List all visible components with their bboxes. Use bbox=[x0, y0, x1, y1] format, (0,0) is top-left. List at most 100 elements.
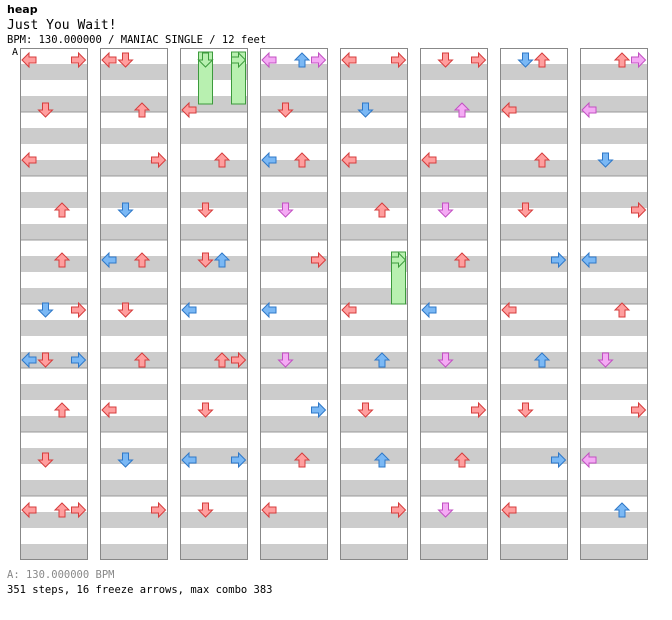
beat-stripe bbox=[260, 224, 328, 240]
right-arrow-icon bbox=[631, 51, 647, 69]
beat-stripe bbox=[100, 224, 168, 240]
down-arrow-icon bbox=[437, 502, 454, 518]
down-arrow-icon bbox=[117, 52, 134, 68]
left-arrow-icon bbox=[21, 151, 37, 169]
down-arrow-icon bbox=[277, 102, 294, 118]
down-arrow-icon bbox=[517, 202, 534, 218]
right-arrow-icon bbox=[71, 301, 87, 319]
up-arrow-icon bbox=[533, 52, 551, 68]
down-arrow-icon bbox=[197, 502, 214, 518]
left-arrow-icon bbox=[21, 51, 37, 69]
beat-stripe bbox=[340, 384, 408, 400]
down-arrow-icon bbox=[37, 452, 54, 468]
up-arrow-icon bbox=[213, 252, 231, 268]
left-arrow-icon bbox=[501, 101, 517, 119]
beat-stripe bbox=[580, 480, 648, 496]
beat-stripe bbox=[340, 352, 408, 368]
beat-stripe bbox=[180, 544, 248, 560]
left-arrow-icon bbox=[341, 51, 357, 69]
beat-stripe bbox=[260, 512, 328, 528]
column-border bbox=[500, 48, 568, 560]
beat-stripe bbox=[100, 448, 168, 464]
song-title: Just You Wait! bbox=[7, 18, 117, 33]
freeze-arrow bbox=[231, 51, 246, 105]
beat-stripe bbox=[180, 288, 248, 304]
beat-stripe bbox=[580, 448, 648, 464]
beat-stripe bbox=[420, 480, 488, 496]
beat-stripe bbox=[100, 160, 168, 176]
right-arrow-icon bbox=[391, 251, 407, 269]
beat-stripe bbox=[340, 224, 408, 240]
left-arrow-icon bbox=[581, 101, 597, 119]
beat-stripe bbox=[100, 64, 168, 80]
beat-stripe bbox=[260, 160, 328, 176]
beat-stripe bbox=[180, 512, 248, 528]
up-arrow-icon bbox=[213, 152, 231, 168]
right-arrow-icon bbox=[471, 401, 487, 419]
right-arrow-icon bbox=[551, 451, 567, 469]
beat-stripe bbox=[100, 416, 168, 432]
beat-stripe bbox=[180, 416, 248, 432]
left-arrow-icon bbox=[21, 351, 37, 369]
beat-stripe bbox=[180, 320, 248, 336]
beat-stripe bbox=[500, 224, 568, 240]
down-arrow-icon bbox=[117, 452, 134, 468]
up-arrow-icon bbox=[613, 52, 631, 68]
beat-stripe bbox=[340, 96, 408, 112]
page-title: heap bbox=[7, 3, 38, 16]
beat-stripe bbox=[20, 96, 88, 112]
column-border bbox=[580, 48, 648, 560]
beat-stripe bbox=[580, 160, 648, 176]
right-arrow-icon bbox=[231, 51, 247, 69]
beat-stripe bbox=[580, 288, 648, 304]
step-stats: 351 steps, 16 freeze arrows, max combo 3… bbox=[7, 584, 273, 596]
beat-stripe bbox=[580, 192, 648, 208]
beat-stripe bbox=[180, 256, 248, 272]
up-arrow-icon bbox=[133, 102, 151, 118]
down-arrow-icon bbox=[597, 152, 614, 168]
beat-stripe bbox=[100, 544, 168, 560]
beat-stripe bbox=[260, 416, 328, 432]
beat-stripe bbox=[420, 128, 488, 144]
beat-stripe bbox=[500, 480, 568, 496]
down-arrow-icon bbox=[197, 52, 214, 68]
chart-column bbox=[500, 48, 568, 560]
down-arrow-icon bbox=[37, 102, 54, 118]
beat-stripe bbox=[500, 64, 568, 80]
chart-column bbox=[20, 48, 88, 560]
right-arrow-icon bbox=[71, 501, 87, 519]
beat-stripe bbox=[580, 352, 648, 368]
beat-stripe bbox=[20, 416, 88, 432]
left-arrow-icon bbox=[421, 151, 437, 169]
beat-stripe bbox=[420, 384, 488, 400]
beat-stripe bbox=[420, 544, 488, 560]
right-arrow-icon bbox=[391, 501, 407, 519]
column-border bbox=[420, 48, 488, 560]
bpm-info: BPM: 130.000000 / MANIAC SINGLE / 12 fee… bbox=[7, 34, 267, 46]
beat-stripe bbox=[20, 512, 88, 528]
beat-stripe bbox=[260, 384, 328, 400]
up-arrow-icon bbox=[133, 252, 151, 268]
chart-column bbox=[260, 48, 328, 560]
column-border bbox=[100, 48, 168, 560]
beat-stripe bbox=[420, 256, 488, 272]
up-arrow-icon bbox=[53, 402, 71, 418]
beat-stripe bbox=[260, 96, 328, 112]
beat-stripe bbox=[420, 96, 488, 112]
down-arrow-icon bbox=[117, 202, 134, 218]
up-arrow-icon bbox=[53, 502, 71, 518]
beat-stripe bbox=[420, 64, 488, 80]
beat-stripe bbox=[180, 128, 248, 144]
down-arrow-icon bbox=[197, 202, 214, 218]
beat-stripe bbox=[500, 288, 568, 304]
up-arrow-icon bbox=[293, 52, 311, 68]
beat-stripe bbox=[180, 480, 248, 496]
beat-stripe bbox=[580, 416, 648, 432]
column-border bbox=[340, 48, 408, 560]
beat-stripe bbox=[100, 352, 168, 368]
up-arrow-icon bbox=[293, 452, 311, 468]
beat-stripe bbox=[580, 96, 648, 112]
up-arrow-icon bbox=[613, 302, 631, 318]
chart-column bbox=[420, 48, 488, 560]
left-arrow-icon bbox=[181, 101, 197, 119]
